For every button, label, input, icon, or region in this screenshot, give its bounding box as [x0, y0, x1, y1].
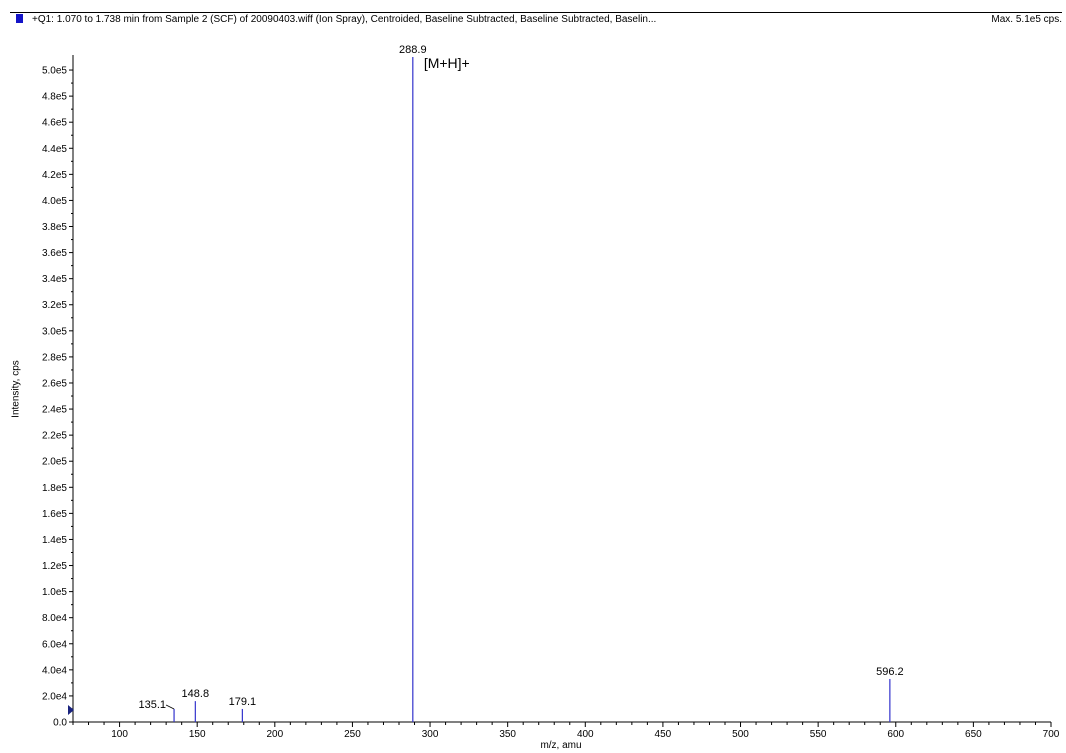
x-tick-label: 200 — [266, 729, 283, 740]
x-tick-label: 700 — [1043, 729, 1060, 740]
peak-label: 288.9 — [399, 44, 427, 56]
y-tick-label: 1.2e5 — [42, 561, 67, 572]
y-tick-label: 1.4e5 — [42, 535, 67, 546]
max-intensity-label: Max. 5.1e5 cps. — [991, 14, 1062, 25]
x-tick-label: 300 — [422, 729, 439, 740]
y-tick-label: 2.0e5 — [42, 457, 67, 468]
y-tick-label: 0.0 — [53, 718, 67, 729]
legend-swatch — [16, 14, 23, 23]
peak-label: 596.2 — [876, 666, 904, 678]
x-tick-label: 450 — [655, 729, 672, 740]
y-tick-label: 5.0e5 — [42, 66, 67, 77]
y-tick-label: 2.6e5 — [42, 378, 67, 389]
y-tick-label: 4.8e5 — [42, 92, 67, 103]
peak-label-leader — [165, 704, 175, 710]
y-tick-label: 1.8e5 — [42, 483, 67, 494]
x-tick-label: 250 — [344, 729, 361, 740]
header-rule — [10, 12, 1062, 13]
peak-annotation: [M+H]+ — [424, 55, 470, 71]
x-axis-label: m/z, amu — [540, 740, 582, 751]
peak-label: 135.1 — [139, 699, 167, 711]
x-tick-label: 550 — [810, 729, 827, 740]
x-tick-label: 350 — [499, 729, 516, 740]
y-tick-label: 2.2e5 — [42, 431, 67, 442]
y-tick-label: 3.4e5 — [42, 274, 67, 285]
y-tick-label: 1.6e5 — [42, 509, 67, 520]
y-tick-label: 4.0e4 — [42, 665, 67, 676]
y-tick-label: 3.0e5 — [42, 326, 67, 337]
y-tick-label: 3.6e5 — [42, 248, 67, 259]
y-tick-label: 2.4e5 — [42, 405, 67, 416]
y-tick-label: 2.8e5 — [42, 352, 67, 363]
y-tick-label: 4.2e5 — [42, 170, 67, 181]
x-tick-label: 600 — [887, 729, 904, 740]
y-tick-label: 2.0e4 — [42, 691, 67, 702]
x-tick-label: 500 — [732, 729, 749, 740]
y-tick-label: 8.0e4 — [42, 613, 67, 624]
y-tick-label: 3.2e5 — [42, 300, 67, 311]
peak-label: 148.8 — [182, 688, 210, 700]
y-tick-label: 3.8e5 — [42, 222, 67, 233]
x-tick-label: 650 — [965, 729, 982, 740]
x-tick-label: 150 — [189, 729, 206, 740]
y-tick-label: 4.6e5 — [42, 118, 67, 129]
x-tick-label: 400 — [577, 729, 594, 740]
header-bar: +Q1: 1.070 to 1.738 min from Sample 2 (S… — [0, 0, 1066, 30]
y-tick-label: 6.0e4 — [42, 639, 67, 650]
y-tick-label: 4.4e5 — [42, 144, 67, 155]
x-tick-label: 100 — [111, 729, 128, 740]
y-tick-label: 1.0e5 — [42, 587, 67, 598]
spectrum-title: +Q1: 1.070 to 1.738 min from Sample 2 (S… — [32, 14, 657, 25]
peak-label: 179.1 — [229, 696, 257, 708]
baseline-marker-icon[interactable] — [68, 705, 74, 715]
y-tick-label: 4.0e5 — [42, 196, 67, 207]
